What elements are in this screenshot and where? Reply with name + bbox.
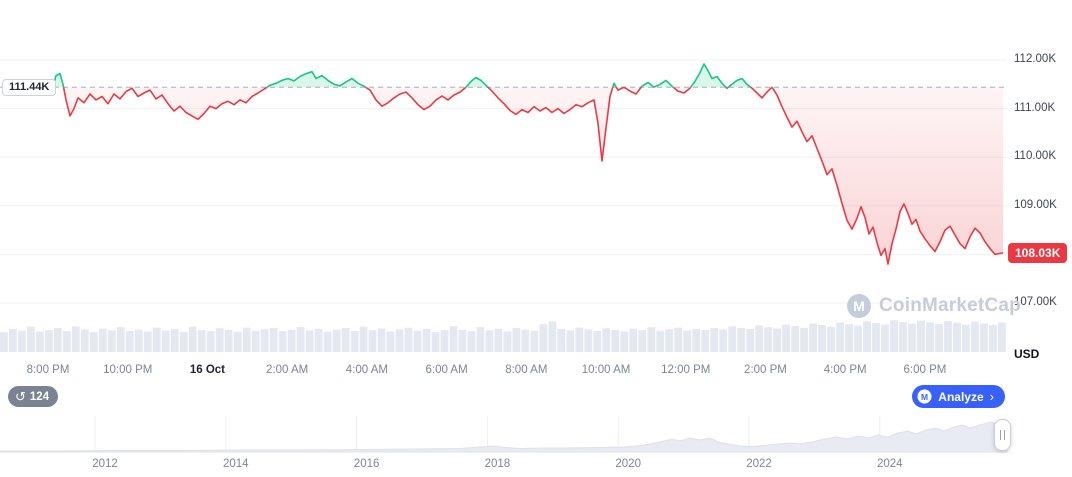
x-axis-label: 12:00 PM <box>661 364 711 376</box>
x-axis-label: 6:00 PM <box>903 364 947 376</box>
x-axis-label: 4:00 AM <box>345 364 388 376</box>
coinmarketcap-logo-icon: M <box>847 294 871 318</box>
year-label: 2014 <box>223 458 249 470</box>
coinmarketcap-logo-icon: M <box>917 389 932 404</box>
year-label: 2020 <box>615 458 641 470</box>
analyze-label: Analyze <box>938 389 984 404</box>
price-chart-canvas[interactable] <box>0 0 1007 356</box>
coinmarketcap-watermark: M CoinMarketCap <box>846 293 1021 319</box>
y-axis-label: 107.00K <box>1014 296 1057 308</box>
y-axis-label: 111.00K <box>1014 101 1056 114</box>
year-label: 2018 <box>484 458 511 470</box>
x-axis-label: 4:00 PM <box>823 364 867 376</box>
history-icon: ↺ <box>15 389 26 404</box>
analyze-button[interactable]: M Analyze › <box>912 385 1005 408</box>
price-line-down <box>51 87 1004 265</box>
price-area-above-open <box>52 63 1003 88</box>
open-price-label: 111.44K <box>2 79 57 96</box>
chevron-right-icon: › <box>989 388 994 404</box>
y-axis-label: 110.00K <box>1014 150 1056 163</box>
x-axis-label: 10:00 PM <box>103 364 153 376</box>
price-area-below-open <box>52 87 1003 265</box>
year-label: 2024 <box>877 458 903 470</box>
history-count: 124 <box>29 390 50 403</box>
chart-controls-row: ↺ 124 M Analyze › <box>0 382 1072 412</box>
y-axis-labels: 107.00K108.00K109.00K110.00K111.00K112.0… <box>1007 0 1072 365</box>
x-axis-label: 6:00 AM <box>425 364 468 376</box>
y-axis-label: 112.00K <box>1014 53 1056 65</box>
x-axis-date-label: 16 Oct <box>189 364 226 376</box>
year-label: 2012 <box>92 458 118 470</box>
open-price-value: 111.44K <box>9 81 50 93</box>
historical-price-silhouette <box>0 421 1008 453</box>
range-slider-handle[interactable] <box>994 419 1011 451</box>
x-axis-label: 8:00 AM <box>505 364 548 376</box>
volume-bars <box>0 320 1006 352</box>
watermark-text: CoinMarketCap <box>879 295 1021 316</box>
y-axis-unit-label: USD <box>1014 347 1040 361</box>
history-count-badge[interactable]: ↺ 124 <box>8 386 59 407</box>
x-axis-label: 2:00 PM <box>744 364 787 376</box>
year-axis-labels: 2012 2014 2016 2018 2020 2022 2024 <box>0 456 1010 476</box>
current-price-badge: 108.03K <box>1008 243 1068 263</box>
year-label: 2022 <box>746 458 772 470</box>
y-axis-label: 109.00K <box>1014 198 1057 211</box>
range-overview-chart[interactable] <box>0 414 1010 454</box>
x-axis-label: 10:00 AM <box>581 364 631 376</box>
x-axis-label: 8:00 PM <box>26 364 70 376</box>
x-axis-label: 2:00 AM <box>266 364 309 376</box>
year-label: 2016 <box>353 458 380 470</box>
svg-text:M: M <box>921 392 928 402</box>
date-range-selector[interactable] <box>0 414 1072 454</box>
svg-text:M: M <box>853 298 865 314</box>
x-axis-labels: 8:00 PM 10:00 PM 16 Oct 2:00 AM 4:00 AM 6:00 … <box>0 356 1007 382</box>
